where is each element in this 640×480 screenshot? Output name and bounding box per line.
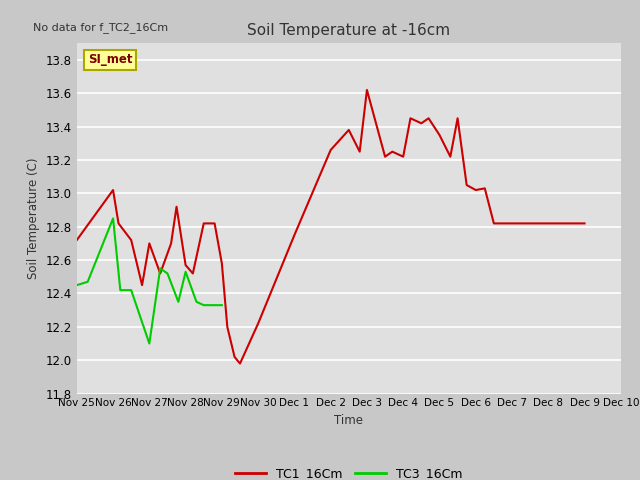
TC1_16Cm <box>145 240 153 246</box>
TC1_16Cm <box>399 154 407 159</box>
TC1_16Cm <box>156 271 164 276</box>
TC1_16Cm <box>388 149 396 155</box>
TC1_16Cm <box>508 220 516 226</box>
TC1_16Cm <box>173 204 180 210</box>
Text: No data for f_TC2_16Cm: No data for f_TC2_16Cm <box>33 22 168 33</box>
TC1_16Cm <box>381 154 389 159</box>
TC1_16Cm <box>138 282 146 288</box>
TC1_16Cm <box>115 220 122 226</box>
TC1_16Cm <box>472 187 479 193</box>
TC1_16Cm <box>254 321 262 326</box>
TC3_16Cm <box>73 282 81 288</box>
Legend: TC1_16Cm, TC3_16Cm: TC1_16Cm, TC3_16Cm <box>230 462 468 480</box>
TC1_16Cm <box>211 220 218 226</box>
TC1_16Cm <box>218 261 226 266</box>
Line: TC3_16Cm: TC3_16Cm <box>77 218 222 344</box>
TC1_16Cm <box>223 324 231 330</box>
TC3_16Cm <box>156 265 164 271</box>
TC1_16Cm <box>454 115 461 121</box>
TC1_16Cm <box>200 220 207 226</box>
TC1_16Cm <box>417 120 425 126</box>
TC1_16Cm <box>490 220 498 226</box>
TC3_16Cm <box>109 216 117 221</box>
TC1_16Cm <box>189 271 196 276</box>
TC1_16Cm <box>291 232 298 238</box>
TC1_16Cm <box>463 182 470 188</box>
X-axis label: Time: Time <box>334 414 364 427</box>
TC1_16Cm <box>231 354 239 360</box>
Text: SI_met: SI_met <box>88 53 132 66</box>
TC3_16Cm <box>145 341 153 347</box>
TC1_16Cm <box>356 149 364 155</box>
TC1_16Cm <box>425 115 433 121</box>
TC3_16Cm <box>84 279 92 285</box>
TC1_16Cm <box>182 262 189 268</box>
Y-axis label: Soil Temperature (C): Soil Temperature (C) <box>27 157 40 279</box>
TC3_16Cm <box>193 299 200 305</box>
TC1_16Cm <box>580 220 588 226</box>
TC1_16Cm <box>167 240 175 246</box>
TC1_16Cm <box>236 360 244 366</box>
TC1_16Cm <box>363 87 371 93</box>
TC1_16Cm <box>109 187 117 193</box>
TC3_16Cm <box>182 269 189 275</box>
TC1_16Cm <box>436 132 444 138</box>
TC1_16Cm <box>406 115 414 121</box>
TC1_16Cm <box>127 237 135 243</box>
TC3_16Cm <box>175 299 182 305</box>
TC3_16Cm <box>200 302 207 308</box>
TC1_16Cm <box>447 154 454 159</box>
Title: Soil Temperature at -16cm: Soil Temperature at -16cm <box>247 23 451 38</box>
TC3_16Cm <box>116 287 124 293</box>
TC1_16Cm <box>327 147 335 153</box>
TC1_16Cm <box>345 127 353 133</box>
TC1_16Cm <box>73 237 81 243</box>
TC3_16Cm <box>127 287 135 293</box>
TC3_16Cm <box>211 302 218 308</box>
TC3_16Cm <box>164 271 172 276</box>
Line: TC1_16Cm: TC1_16Cm <box>77 90 584 363</box>
TC3_16Cm <box>218 302 226 308</box>
TC1_16Cm <box>481 185 489 191</box>
